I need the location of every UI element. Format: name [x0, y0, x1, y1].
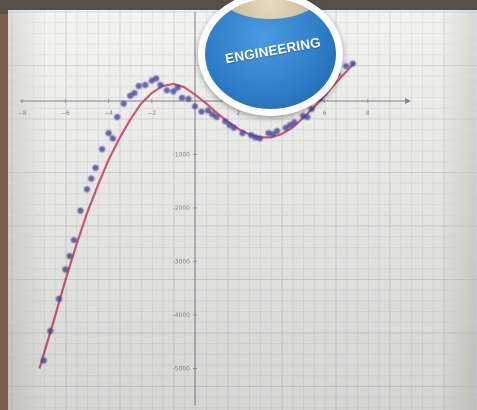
- badge-label: ENGINEERING: [224, 34, 322, 67]
- badge-crest: [218, 0, 322, 19]
- badge-disc: ENGINEERING: [205, 0, 336, 109]
- engineering-badge: ENGINEERING: [198, 0, 343, 116]
